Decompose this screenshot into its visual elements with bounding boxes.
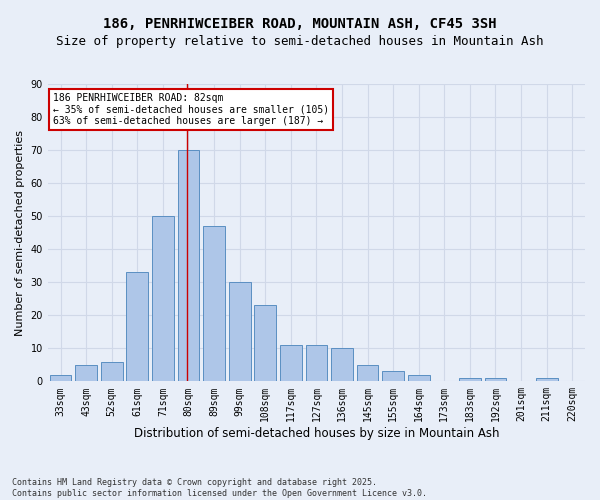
Y-axis label: Number of semi-detached properties: Number of semi-detached properties — [15, 130, 25, 336]
Bar — [127, 272, 148, 382]
Bar — [356, 365, 379, 382]
Bar — [305, 345, 327, 382]
Bar — [50, 374, 71, 382]
Text: 186 PENRHIWCEIBER ROAD: 82sqm
← 35% of semi-detached houses are smaller (105)
63: 186 PENRHIWCEIBER ROAD: 82sqm ← 35% of s… — [53, 93, 329, 126]
Bar — [178, 150, 199, 382]
Bar — [331, 348, 353, 382]
Bar — [101, 362, 122, 382]
Bar — [485, 378, 506, 382]
Bar — [280, 345, 302, 382]
Text: 186, PENRHIWCEIBER ROAD, MOUNTAIN ASH, CF45 3SH: 186, PENRHIWCEIBER ROAD, MOUNTAIN ASH, C… — [103, 18, 497, 32]
Bar — [254, 306, 276, 382]
Text: Size of property relative to semi-detached houses in Mountain Ash: Size of property relative to semi-detach… — [56, 35, 544, 48]
X-axis label: Distribution of semi-detached houses by size in Mountain Ash: Distribution of semi-detached houses by … — [134, 427, 499, 440]
Bar — [459, 378, 481, 382]
Bar — [408, 374, 430, 382]
Bar — [152, 216, 174, 382]
Bar — [203, 226, 225, 382]
Bar — [75, 365, 97, 382]
Bar — [382, 372, 404, 382]
Text: Contains HM Land Registry data © Crown copyright and database right 2025.
Contai: Contains HM Land Registry data © Crown c… — [12, 478, 427, 498]
Bar — [229, 282, 251, 382]
Bar — [536, 378, 557, 382]
